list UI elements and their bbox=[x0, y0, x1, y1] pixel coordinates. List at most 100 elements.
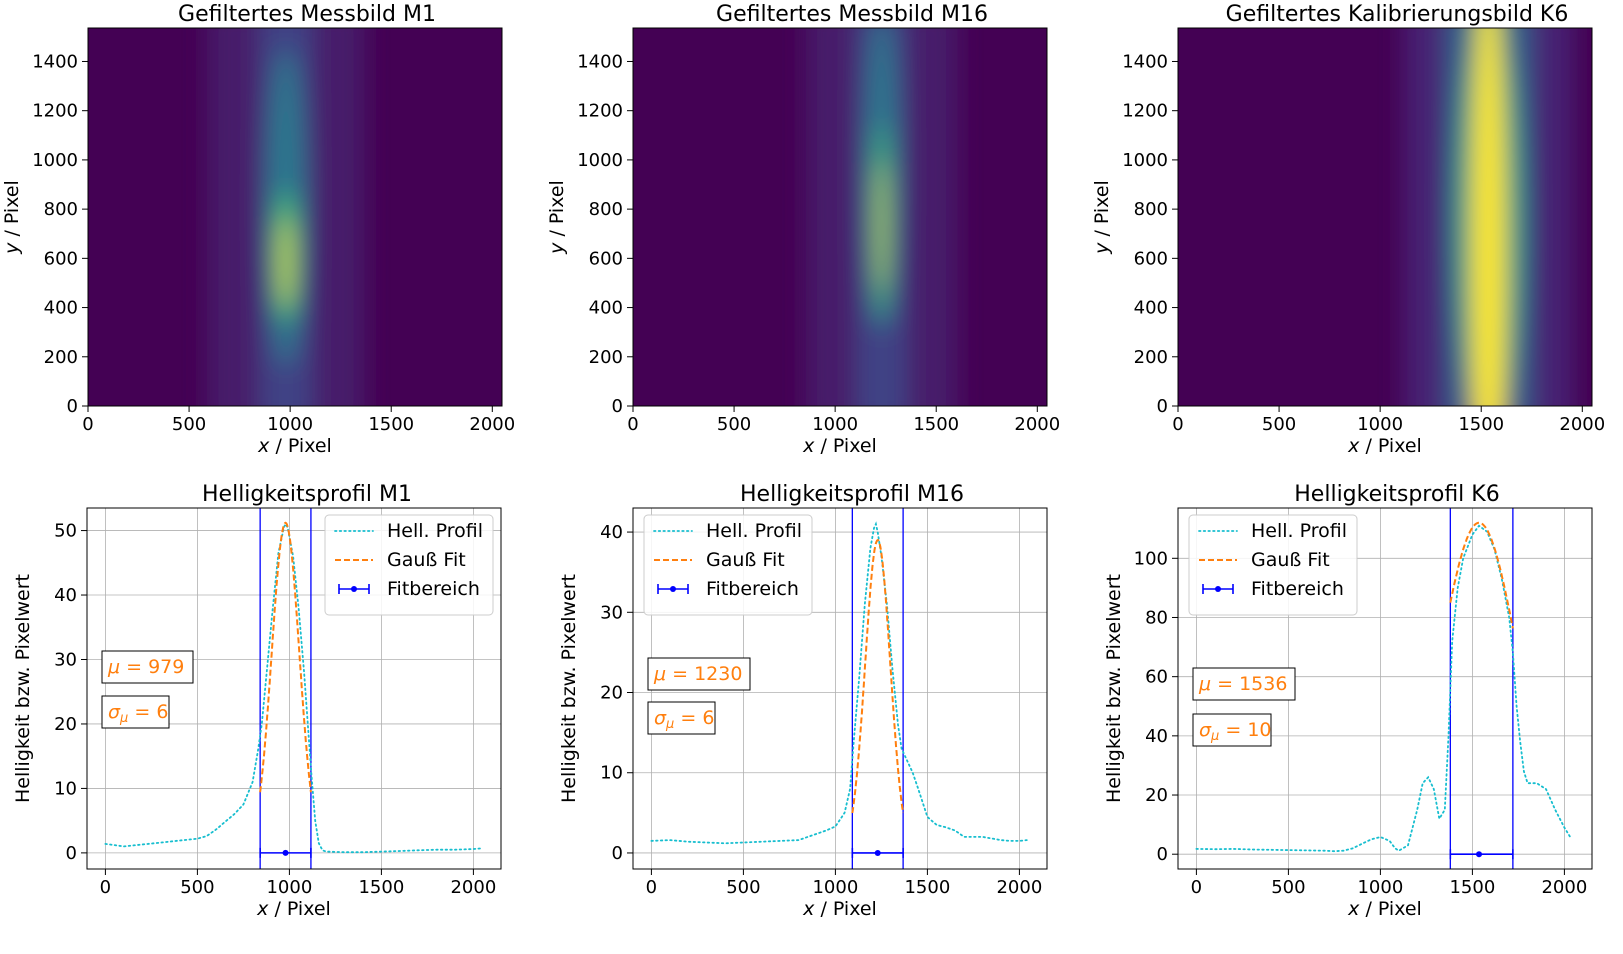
x-tick-label: 0 bbox=[627, 414, 638, 435]
sigma-subscript: μ bbox=[665, 717, 674, 732]
x-tick-label: 2000 bbox=[1541, 877, 1587, 898]
legend: Hell. Profil Gauß Fit Fitbereich bbox=[1188, 514, 1358, 616]
axes-frame bbox=[86, 507, 502, 870]
y-tick-label: 800 bbox=[589, 199, 623, 220]
panel-title: Gefiltertes Kalibrierungsbild K6 bbox=[1226, 2, 1569, 27]
y-axis-unit: / Pixel bbox=[546, 180, 568, 242]
x-tick-label: 1000 bbox=[1357, 877, 1403, 898]
y-tick-label: 20 bbox=[1145, 785, 1168, 806]
x-axis-label: x / Pixel bbox=[1347, 435, 1422, 457]
sigma-subscript: μ bbox=[119, 711, 128, 726]
mu-value: 979 bbox=[148, 656, 184, 678]
sigma-value: 6 bbox=[702, 707, 714, 729]
legend-box bbox=[1188, 514, 1358, 616]
x-tick-label: 1500 bbox=[904, 877, 950, 898]
sigma-equals: = bbox=[674, 707, 702, 729]
y-axis-unit: / Pixel bbox=[1091, 180, 1113, 242]
x-axis-unit: / Pixel bbox=[1359, 898, 1421, 920]
legend-label: Fitbereich bbox=[1251, 578, 1344, 600]
y-axis-label: y / Pixel bbox=[1091, 180, 1113, 255]
heatmap-peak bbox=[279, 216, 292, 308]
x-tick-label: 1000 bbox=[812, 414, 858, 435]
y-tick-label: 10 bbox=[54, 778, 77, 799]
panel-title: Helligkeitsprofil M1 bbox=[202, 482, 412, 507]
fit-center-point bbox=[1476, 851, 1483, 858]
heatmap-image bbox=[633, 28, 1047, 406]
gauss-fit-line bbox=[851, 538, 905, 814]
x-tick-label: 1000 bbox=[812, 877, 858, 898]
axes-frame bbox=[632, 27, 1048, 407]
y-tick-label: 1000 bbox=[577, 150, 623, 171]
x-axis-label: x / Pixel bbox=[802, 898, 877, 920]
y-tick-label: 400 bbox=[589, 298, 623, 319]
x-axis-var: x bbox=[802, 898, 815, 920]
sigma-symbol: σ bbox=[1199, 719, 1212, 741]
profile-panel-m1: Helligkeitsprofil M1 0 500 1000 1500 2000 0 10… bbox=[12, 482, 502, 920]
y-tick-label: 10 bbox=[600, 763, 623, 784]
legend-swatch-point bbox=[1215, 586, 1221, 592]
y-tick-label: 40 bbox=[600, 522, 623, 543]
y-tick-label: 30 bbox=[54, 649, 77, 670]
y-tick-label: 40 bbox=[1145, 726, 1168, 747]
legend-swatch-point bbox=[351, 586, 357, 592]
y-tick-label: 200 bbox=[1134, 347, 1168, 368]
sigma-label: σμ = 6 bbox=[108, 701, 168, 726]
mu-label: μ = 1230 bbox=[653, 663, 742, 685]
sigma-value: 10 bbox=[1247, 719, 1271, 741]
heatmap-structure bbox=[805, 28, 958, 406]
heatmap-structure bbox=[207, 28, 365, 406]
y-axis-var: y bbox=[1091, 242, 1113, 255]
y-tick-label: 1000 bbox=[32, 150, 78, 171]
x-tick-label: 500 bbox=[172, 414, 206, 435]
y-tick-label: 400 bbox=[1134, 298, 1168, 319]
legend-label: Fitbereich bbox=[387, 578, 480, 600]
legend-box bbox=[643, 514, 813, 616]
y-tick-label: 1400 bbox=[1122, 51, 1168, 72]
y-tick-label: 0 bbox=[612, 843, 623, 864]
y-axis-label: y / Pixel bbox=[546, 180, 568, 255]
gauss-fit-line bbox=[1449, 521, 1514, 629]
sigma-value: 6 bbox=[156, 701, 168, 723]
y-axis-var: y bbox=[546, 242, 568, 255]
heatmap-core bbox=[1471, 28, 1506, 406]
y-tick-label: 20 bbox=[600, 683, 623, 704]
sigma-box bbox=[101, 695, 170, 729]
heatmap-panel-k6: Gefiltertes Kalibrierungsbild K6 0 500 100… bbox=[1091, 2, 1605, 457]
y-tick-label: 30 bbox=[600, 602, 623, 623]
y-tick-label: 1400 bbox=[32, 51, 78, 72]
profile-panel-m16: Helligkeitsprofil M16 0 500 1000 1500 2000 0 1… bbox=[558, 482, 1048, 920]
mu-symbol: μ bbox=[107, 656, 120, 678]
y-tick-label: 80 bbox=[1145, 607, 1168, 628]
sigma-equals: = bbox=[1219, 719, 1247, 741]
y-axis-label: Helligkeit bzw. Pixelwert bbox=[558, 574, 580, 803]
mu-equals: = bbox=[1211, 673, 1239, 695]
axes-frame bbox=[1177, 507, 1593, 870]
legend-label: Hell. Profil bbox=[387, 520, 483, 542]
mu-box bbox=[101, 650, 194, 684]
mu-box bbox=[647, 657, 751, 691]
heatmap-image bbox=[88, 28, 502, 406]
heatmap-structure bbox=[1403, 28, 1574, 406]
mu-equals: = bbox=[120, 656, 148, 678]
legend-label: Gauß Fit bbox=[706, 549, 785, 571]
x-tick-label: 1000 bbox=[267, 414, 313, 435]
heatmap-peak bbox=[877, 160, 886, 292]
y-tick-label: 400 bbox=[44, 298, 78, 319]
y-tick-label: 600 bbox=[44, 248, 78, 269]
y-tick-label: 1400 bbox=[577, 51, 623, 72]
fit-center-point bbox=[874, 849, 881, 856]
sigma-symbol: σ bbox=[108, 701, 121, 723]
y-tick-label: 1200 bbox=[577, 101, 623, 122]
x-axis-var: x bbox=[1347, 898, 1360, 920]
mu-symbol: μ bbox=[653, 663, 666, 685]
y-tick-label: 800 bbox=[44, 199, 78, 220]
y-tick-label: 1200 bbox=[32, 101, 78, 122]
gauss-fit-line bbox=[259, 521, 312, 793]
x-axis-label: x / Pixel bbox=[256, 898, 331, 920]
profile-panel-k6: Helligkeitsprofil K6 0 500 1000 1500 2000 0 20… bbox=[1103, 482, 1593, 920]
x-axis-unit: / Pixel bbox=[814, 898, 876, 920]
legend-label: Gauß Fit bbox=[1251, 549, 1330, 571]
x-axis-var: x bbox=[256, 898, 269, 920]
x-tick-label: 0 bbox=[100, 877, 111, 898]
